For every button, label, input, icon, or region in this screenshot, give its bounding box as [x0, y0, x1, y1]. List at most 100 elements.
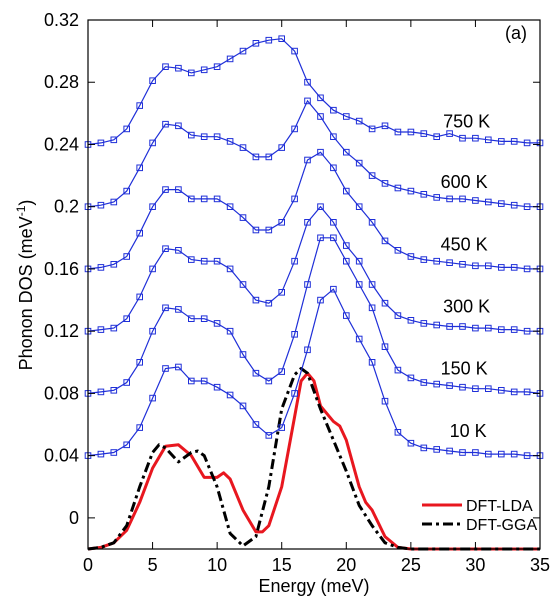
point-10-k	[136, 424, 143, 431]
point-450-k	[420, 256, 428, 263]
point-750-k	[239, 47, 247, 55]
point-150-k	[407, 374, 415, 382]
point-600-k	[97, 201, 105, 209]
point-600-k	[472, 197, 479, 204]
point-150-k	[226, 327, 234, 335]
series-line-300-k	[87, 205, 540, 332]
point-750-k	[97, 139, 105, 147]
point-750-k	[226, 55, 234, 63]
point-600-k	[355, 159, 363, 167]
point-750-k	[433, 133, 440, 140]
point-450-k	[407, 253, 415, 260]
point-300-k	[239, 281, 247, 288]
point-300-k	[394, 312, 402, 319]
series-layer	[84, 35, 544, 551]
point-300-k	[381, 299, 389, 307]
point-600-k	[523, 203, 531, 210]
point-10-k	[433, 446, 440, 453]
point-300-k	[485, 324, 492, 332]
point-450-k	[381, 237, 389, 245]
point-10-k	[304, 346, 311, 354]
point-450-k	[498, 264, 505, 271]
point-600-k	[459, 195, 466, 203]
point-150-k	[188, 315, 195, 322]
point-300-k	[420, 320, 428, 327]
point-10-k	[97, 450, 105, 458]
point-300-k	[317, 203, 324, 210]
point-600-k	[381, 180, 389, 187]
point-750-k	[381, 122, 389, 130]
point-150-k	[162, 304, 169, 312]
point-150-k	[510, 388, 518, 396]
point-150-k	[149, 327, 156, 335]
point-150-k	[368, 304, 376, 312]
temperature-label-150-k: 150 K	[441, 359, 488, 379]
point-300-k	[433, 321, 440, 329]
point-750-k	[355, 117, 363, 125]
point-150-k	[317, 234, 324, 242]
point-10-k	[355, 335, 363, 343]
point-10-k	[498, 450, 505, 458]
point-10-k	[446, 447, 453, 455]
x-tick-label: 20	[336, 555, 356, 575]
y-tick-label: 0.08	[44, 383, 79, 403]
point-600-k	[304, 97, 311, 105]
x-tick-label: 30	[465, 555, 485, 575]
point-10-k	[291, 390, 298, 397]
point-150-k	[498, 387, 505, 394]
point-300-k	[200, 257, 208, 265]
point-600-k	[433, 194, 440, 201]
point-750-k	[213, 63, 221, 71]
point-600-k	[188, 131, 195, 139]
point-300-k	[459, 323, 466, 330]
point-750-k	[265, 36, 273, 44]
point-450-k	[523, 265, 531, 273]
point-750-k	[330, 106, 337, 114]
point-600-k	[200, 133, 208, 140]
point-450-k	[110, 261, 118, 268]
point-300-k	[510, 326, 518, 333]
point-300-k	[343, 242, 350, 249]
point-300-k	[97, 326, 105, 333]
point-150-k	[355, 281, 363, 288]
point-450-k	[188, 195, 195, 203]
point-750-k	[136, 102, 143, 109]
series-line-dft-lda	[87, 371, 540, 551]
point-450-k	[265, 226, 273, 234]
point-300-k	[265, 299, 273, 307]
point-300-k	[472, 324, 479, 332]
point-750-k	[304, 78, 311, 86]
point-10-k	[330, 285, 337, 293]
point-750-k	[485, 136, 492, 144]
point-300-k	[188, 256, 195, 263]
point-750-k	[472, 134, 479, 142]
point-600-k	[265, 153, 273, 161]
point-750-k	[188, 69, 195, 77]
point-300-k	[498, 326, 505, 333]
temperature-label-600-k: 600 K	[441, 172, 488, 192]
tick-layer: 0 5 10 15 20 25 30 35 0 0.04 0.08 0.12 0.16 0.2 0.24 0.…	[44, 10, 550, 575]
point-450-k	[317, 148, 324, 156]
y-axis-title-close: )	[16, 200, 36, 206]
point-150-k	[213, 320, 221, 327]
point-450-k	[459, 261, 466, 268]
point-150-k	[252, 369, 260, 377]
point-600-k	[226, 138, 234, 145]
point-750-k	[498, 138, 505, 145]
point-150-k	[472, 385, 479, 392]
point-300-k	[278, 289, 285, 296]
point-450-k	[510, 264, 518, 271]
y-tick-label: 0.04	[44, 446, 79, 466]
point-10-k	[485, 450, 492, 458]
point-150-k	[420, 379, 428, 386]
legend: DFT-LDA DFT-GGA	[422, 498, 537, 534]
point-600-k	[291, 125, 298, 133]
point-10-k	[381, 397, 389, 405]
point-600-k	[110, 198, 118, 206]
point-150-k	[394, 366, 402, 374]
point-150-k	[200, 315, 208, 322]
point-10-k	[368, 359, 376, 366]
point-450-k	[472, 262, 479, 270]
x-tick-label: 25	[401, 555, 421, 575]
point-450-k	[433, 257, 440, 265]
